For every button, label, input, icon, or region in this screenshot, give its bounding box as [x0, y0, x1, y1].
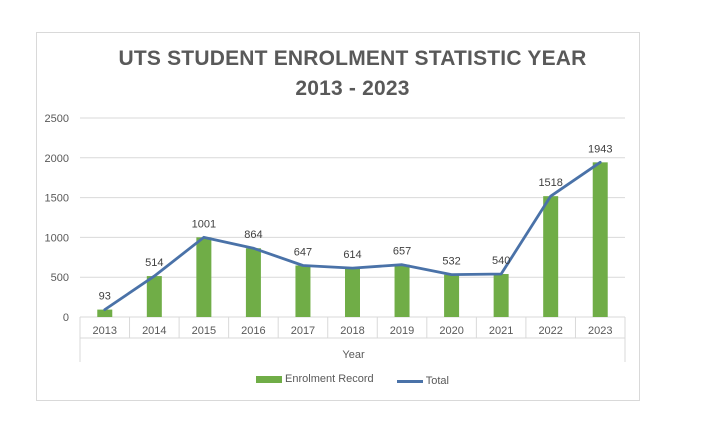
x-tick-label: 2019 [390, 325, 414, 337]
legend-item-line: Total [396, 375, 449, 387]
x-tick-label: 2015 [192, 325, 216, 337]
bar [444, 274, 460, 317]
x-tick-label: 2021 [489, 325, 513, 337]
data-label: 532 [442, 256, 460, 268]
data-label: 93 [99, 291, 111, 303]
legend-swatch-bar [256, 375, 283, 383]
x-axis-title: Year [342, 349, 365, 361]
data-label: 1001 [192, 218, 216, 230]
bar [543, 196, 559, 317]
bar [295, 265, 311, 317]
x-tick-label: 2022 [538, 325, 562, 337]
x-tick-label: 2023 [588, 325, 612, 337]
data-label: 647 [294, 246, 312, 258]
chart-title: UTS STUDENT ENROLMENT STATISTIC YEAR [118, 47, 587, 70]
y-tick-label: 0 [63, 312, 69, 324]
x-tick-label: 2018 [340, 325, 364, 337]
legend-swatch-line [396, 379, 423, 383]
x-tick-label: 2017 [291, 325, 315, 337]
y-tick-label: 500 [51, 272, 69, 284]
bar [592, 162, 608, 317]
legend-item-bar: Enrolment Record [256, 373, 374, 385]
bar [245, 248, 261, 317]
x-tick-label: 2013 [93, 325, 117, 337]
y-tick-label: 1000 [45, 232, 69, 244]
bar [146, 276, 162, 317]
y-tick-label: 1500 [45, 193, 69, 205]
data-label: 1943 [588, 143, 612, 155]
data-label: 514 [145, 257, 163, 269]
bar [394, 264, 410, 317]
legend: Enrolment Record Total [0, 373, 705, 387]
data-label: 657 [393, 246, 411, 258]
legend-label-line: Total [425, 375, 449, 387]
bar [196, 237, 212, 317]
data-label: 614 [343, 249, 361, 261]
bar [97, 309, 113, 317]
x-tick-label: 2020 [439, 325, 463, 337]
y-tick-label: 2000 [45, 153, 69, 165]
legend-label-bar: Enrolment Record [285, 373, 374, 385]
bar [493, 274, 509, 317]
data-label: 540 [492, 255, 510, 267]
x-tick-label: 2016 [241, 325, 265, 337]
x-tick-label: 2014 [142, 325, 166, 337]
y-tick-label: 2500 [45, 113, 69, 125]
bar [345, 268, 360, 317]
data-label: 1518 [538, 177, 562, 189]
chart-subtitle: 2013 - 2023 [295, 77, 410, 100]
total-line [103, 160, 602, 311]
data-label: 864 [244, 229, 262, 241]
